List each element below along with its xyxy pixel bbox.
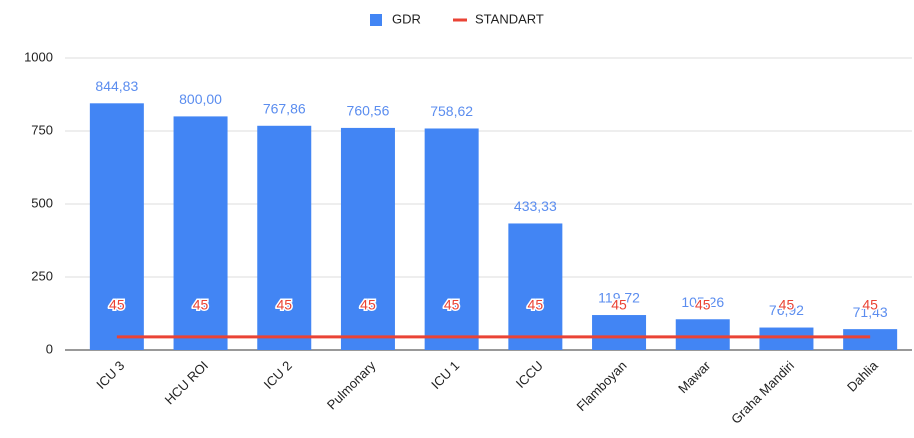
x-tick-label: ICU 3 [93, 358, 127, 392]
legend-swatch [370, 14, 382, 26]
y-tick-label: 1000 [24, 49, 53, 64]
x-tick-label: Flamboyan [574, 358, 630, 414]
legend-label: GDR [392, 11, 421, 26]
bar [843, 329, 898, 350]
bar [592, 315, 647, 350]
x-tick-label: ICCU [513, 358, 546, 391]
data-label: 45 [276, 297, 292, 313]
x-tick-label: Dahlia [844, 357, 881, 394]
x-tick-label: Graha Mandiri [728, 358, 797, 427]
data-label: 45 [528, 297, 544, 313]
data-label: 105,26 [681, 294, 724, 310]
x-tick-label: Mawar [675, 357, 714, 396]
data-label: 76,92 [769, 302, 804, 318]
bar [759, 327, 814, 350]
data-label: 45 [695, 297, 711, 313]
x-tick-label: Pulmonary [324, 358, 379, 413]
y-tick-label: 250 [31, 268, 53, 283]
data-label: 45 [109, 297, 125, 313]
bar [173, 116, 228, 351]
data-label: 45 [360, 297, 376, 313]
x-tick-label: HCU ROI [162, 358, 211, 407]
data-label: 45 [862, 297, 878, 313]
data-label: 71,43 [853, 304, 888, 320]
data-label: 433,33 [514, 198, 557, 214]
bar [424, 128, 479, 350]
bar [675, 319, 730, 350]
y-tick-label: 500 [31, 195, 53, 210]
bar [89, 103, 144, 351]
data-label: 800,00 [179, 91, 222, 107]
data-label: 844,83 [95, 78, 138, 94]
data-label: 760,56 [347, 103, 390, 119]
data-label: 45 [779, 297, 795, 313]
bar [508, 223, 563, 350]
x-tick-label: ICU 1 [428, 358, 462, 392]
x-tick-label: ICU 2 [261, 358, 295, 392]
data-label: 119,72 [598, 290, 640, 306]
data-label: 45 [193, 297, 209, 313]
data-label: 767,86 [263, 100, 306, 116]
legend-label: STANDART [475, 11, 544, 26]
data-label: 45 [611, 297, 627, 313]
y-tick-label: 750 [31, 122, 53, 137]
y-tick-label: 0 [46, 341, 53, 356]
bar [340, 127, 395, 351]
data-label: 758,62 [430, 103, 473, 119]
data-label: 45 [444, 297, 460, 313]
bar [257, 125, 312, 350]
